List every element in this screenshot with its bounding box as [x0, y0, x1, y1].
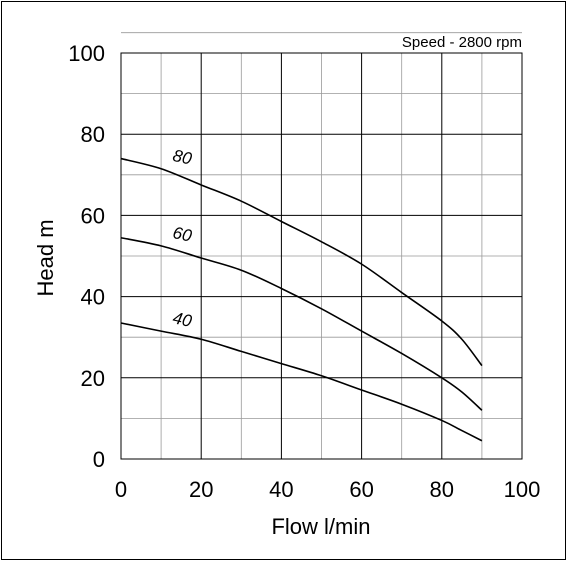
x-tick-label: 80 — [430, 477, 454, 502]
series-line-80 — [120, 157, 483, 367]
series-line-60 — [120, 236, 483, 411]
x-axis-ticks: 0 20 40 60 80 100 — [115, 477, 540, 502]
y-tick-label: 40 — [81, 285, 105, 310]
curve-labels: 80 60 40 — [171, 146, 194, 331]
y-axis-ticks: 0 20 40 60 80 100 — [68, 41, 105, 472]
minor-grid — [121, 32, 522, 459]
plot-border — [120, 52, 523, 460]
y-tick-label: 20 — [81, 366, 105, 391]
y-tick-label: 80 — [81, 122, 105, 147]
y-tick-label: 0 — [93, 447, 105, 472]
x-tick-label: 40 — [269, 477, 293, 502]
curve-label-60: 60 — [171, 223, 194, 246]
series-line-40 — [120, 322, 483, 442]
curve-label-40: 40 — [171, 308, 194, 331]
curve-label-80: 80 — [171, 146, 194, 169]
y-axis-title: Head m — [33, 219, 58, 296]
y-tick-label: 100 — [68, 41, 105, 66]
x-tick-label: 20 — [189, 477, 213, 502]
series-layer — [120, 157, 483, 442]
speed-annotation: Speed - 2800 rpm — [402, 34, 522, 51]
y-tick-label: 60 — [81, 203, 105, 228]
x-tick-label: 100 — [504, 477, 541, 502]
x-tick-label: 60 — [349, 477, 373, 502]
x-axis-title: Flow l/min — [271, 514, 370, 539]
x-tick-label: 0 — [115, 477, 127, 502]
